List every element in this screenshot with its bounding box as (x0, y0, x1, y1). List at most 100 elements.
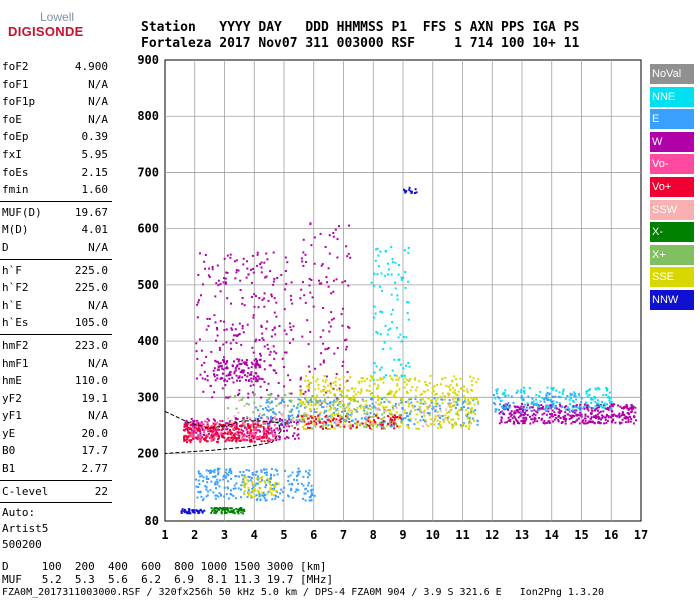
echo-dot (391, 369, 394, 372)
echo-dot (398, 388, 401, 391)
echo-dot (239, 440, 242, 442)
echo-dot (328, 330, 331, 333)
echo-dot (624, 416, 627, 419)
echo-dot (545, 410, 548, 412)
echo-dot (228, 497, 230, 500)
echo-dot (247, 425, 249, 428)
echo-dot (383, 416, 386, 419)
echo-dot (554, 414, 557, 416)
echo-dot (224, 424, 227, 427)
echo-dot (214, 295, 217, 298)
echo-dot (238, 428, 240, 431)
echo-dot (607, 396, 609, 399)
echo-dot (533, 420, 536, 423)
echo-dot (199, 435, 202, 438)
echo-dot (395, 406, 398, 409)
echo-dot (215, 432, 218, 435)
echo-dot (313, 416, 316, 419)
echo-dot (627, 413, 630, 415)
echo-dot (391, 405, 394, 408)
echo-dot (197, 490, 200, 493)
echo-dot (381, 289, 384, 292)
echo-dot (268, 422, 271, 425)
echo-dot (403, 386, 406, 389)
echo-dot (275, 404, 278, 407)
echo-dot (213, 430, 216, 433)
echo-dot (242, 361, 245, 364)
echo-dot (327, 419, 330, 422)
echo-dot (379, 421, 382, 424)
echo-dot (251, 487, 254, 490)
echo-dot (372, 378, 375, 381)
echo-dot (249, 384, 252, 387)
param-row-h-es: h`Es 105.0 (0, 314, 112, 332)
echo-dot (508, 406, 511, 409)
echo-dot (243, 492, 246, 495)
echo-dot (261, 332, 264, 335)
echo-dot (332, 317, 335, 320)
echo-dot (223, 486, 226, 489)
echo-dot (323, 409, 326, 412)
echo-dot (214, 507, 217, 509)
echo-dot (210, 507, 213, 510)
echo-dot (203, 509, 206, 512)
echo-dot (382, 406, 385, 408)
echo-dot (311, 296, 314, 299)
echo-dot (383, 411, 386, 414)
echo-dot (273, 350, 276, 353)
echo-dot (228, 439, 231, 442)
echo-dot (332, 381, 335, 384)
echo-dot (290, 298, 293, 301)
echo-dot (449, 405, 452, 408)
echo-dot (302, 425, 305, 428)
echo-dot (539, 390, 542, 393)
echo-dot (289, 489, 292, 492)
echo-dot (193, 425, 196, 428)
param-label: foEp (2, 130, 29, 144)
echo-dot (217, 362, 220, 365)
echo-dot (224, 362, 227, 365)
echo-dot (235, 440, 238, 443)
echo-dot (194, 428, 197, 431)
echo-dot (255, 428, 257, 431)
param-label: yE (2, 426, 16, 440)
echo-dot (405, 336, 408, 339)
echo-dot (397, 336, 400, 339)
echo-dot (255, 436, 258, 439)
echo-dot (238, 322, 241, 325)
echo-dot (333, 399, 336, 402)
echo-dot (570, 397, 572, 399)
echo-dot (395, 416, 397, 419)
param-value: 225.0 (74, 263, 108, 277)
echo-dot (345, 415, 348, 418)
echo-dot (454, 392, 457, 395)
echo-dot (225, 271, 228, 274)
echo-dot (529, 415, 531, 418)
echo-dot (246, 364, 249, 367)
echo-dot (367, 407, 370, 410)
echo-dot (629, 411, 632, 414)
echo-dot (597, 415, 600, 418)
echo-dot (263, 440, 266, 443)
echo-dot (267, 299, 270, 302)
echo-dot (212, 418, 215, 421)
y-tick-label: 900 (137, 53, 159, 67)
param-row-hme: hmE 110.0 (0, 372, 112, 390)
echo-dot (579, 408, 582, 411)
echo-dot (325, 414, 328, 417)
echo-dot (304, 390, 307, 393)
echo-dot (329, 401, 332, 404)
echo-dot (562, 390, 565, 393)
echo-dot (289, 415, 292, 418)
echo-dot (287, 416, 290, 419)
echo-dot (223, 257, 226, 260)
echo-dot (287, 494, 289, 497)
echo-dot (389, 420, 392, 423)
echo-dot (216, 478, 219, 481)
echo-dot (207, 490, 210, 493)
echo-dot (212, 430, 215, 433)
echo-dot (460, 425, 463, 428)
echo-dot (234, 367, 237, 370)
echo-dot (385, 405, 388, 408)
echo-dot (251, 482, 254, 485)
